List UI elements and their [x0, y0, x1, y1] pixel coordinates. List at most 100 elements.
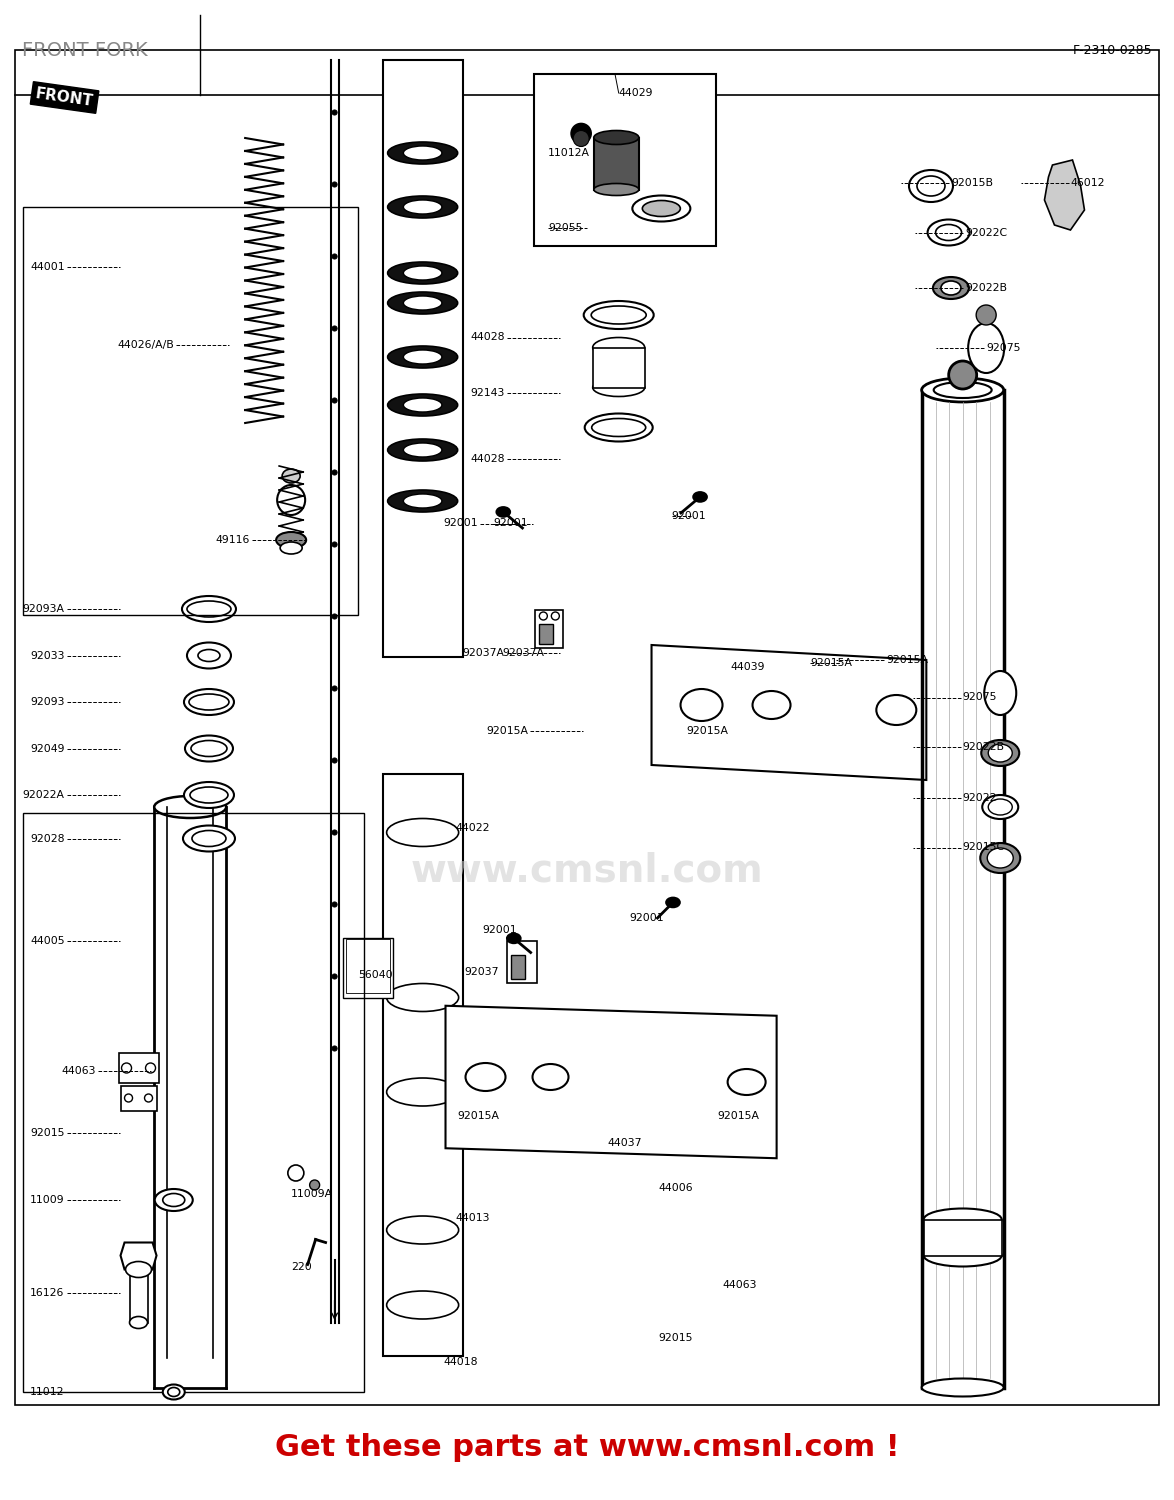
Ellipse shape	[666, 897, 680, 908]
Ellipse shape	[155, 1190, 193, 1210]
Bar	[511, 954, 525, 978]
Text: 92033: 92033	[31, 651, 65, 660]
Circle shape	[332, 398, 337, 404]
Circle shape	[122, 1064, 131, 1072]
Ellipse shape	[593, 338, 645, 357]
Ellipse shape	[191, 741, 227, 756]
Ellipse shape	[980, 843, 1020, 873]
Text: 92022: 92022	[963, 794, 997, 802]
Ellipse shape	[728, 1070, 765, 1095]
Text: 92143: 92143	[471, 388, 505, 398]
Text: 92022C: 92022C	[965, 228, 1007, 237]
Circle shape	[144, 1094, 153, 1102]
Text: FRONT FORK: FRONT FORK	[22, 40, 148, 60]
Ellipse shape	[387, 292, 458, 314]
Text: 44001: 44001	[31, 262, 65, 272]
Ellipse shape	[594, 183, 639, 195]
Circle shape	[288, 1166, 304, 1180]
Ellipse shape	[387, 346, 458, 368]
Ellipse shape	[404, 494, 441, 508]
Bar	[539, 624, 553, 644]
Text: 49116: 49116	[216, 536, 250, 544]
Ellipse shape	[190, 788, 228, 802]
Ellipse shape	[386, 1292, 459, 1318]
Text: 92001: 92001	[483, 926, 517, 934]
Text: 44006: 44006	[659, 1184, 693, 1192]
Circle shape	[332, 830, 337, 836]
Bar	[594, 138, 639, 189]
Text: www.cmsnl.com: www.cmsnl.com	[411, 850, 763, 889]
Ellipse shape	[922, 1378, 1004, 1396]
Text: 92093A: 92093A	[22, 604, 65, 613]
Ellipse shape	[969, 322, 1004, 374]
Ellipse shape	[168, 1388, 180, 1396]
Text: Get these parts at www.cmsnl.com !: Get these parts at www.cmsnl.com !	[275, 1432, 899, 1462]
Text: 92049: 92049	[31, 744, 65, 753]
Text: 11009A: 11009A	[291, 1190, 333, 1198]
Bar	[121, 1086, 156, 1112]
Text: 92075: 92075	[986, 344, 1020, 352]
Circle shape	[976, 304, 997, 326]
Circle shape	[332, 110, 337, 116]
Ellipse shape	[193, 831, 225, 846]
Bar	[119, 1053, 158, 1083]
Bar	[383, 60, 463, 657]
Ellipse shape	[276, 532, 306, 548]
Ellipse shape	[129, 1317, 148, 1329]
Text: 11009: 11009	[31, 1196, 65, 1204]
Polygon shape	[652, 645, 926, 780]
Bar	[924, 1220, 1001, 1256]
Text: 44029: 44029	[619, 88, 653, 98]
Circle shape	[571, 123, 592, 144]
Ellipse shape	[404, 350, 441, 364]
Ellipse shape	[386, 984, 459, 1011]
Text: 92001: 92001	[630, 914, 664, 922]
Ellipse shape	[387, 394, 458, 416]
Ellipse shape	[386, 1078, 459, 1106]
Text: 92015: 92015	[31, 1128, 65, 1137]
Ellipse shape	[198, 650, 220, 662]
Text: 92001: 92001	[672, 512, 706, 520]
Ellipse shape	[182, 596, 236, 622]
Text: 92015A: 92015A	[886, 656, 929, 664]
Ellipse shape	[281, 542, 302, 554]
Text: 92015B: 92015B	[951, 178, 993, 188]
Ellipse shape	[163, 1384, 184, 1400]
Text: 92015A: 92015A	[810, 658, 852, 668]
Text: 16126: 16126	[31, 1288, 65, 1298]
Bar	[23, 813, 364, 1392]
Text: 44005: 44005	[31, 936, 65, 945]
Text: 44028: 44028	[471, 333, 505, 342]
Ellipse shape	[404, 146, 441, 160]
Ellipse shape	[940, 280, 962, 296]
Text: 92055: 92055	[548, 224, 582, 232]
Ellipse shape	[989, 744, 1012, 762]
Circle shape	[332, 470, 337, 476]
Ellipse shape	[984, 670, 1017, 716]
Ellipse shape	[386, 819, 459, 846]
Ellipse shape	[933, 382, 992, 398]
Text: 44028: 44028	[471, 454, 505, 464]
Ellipse shape	[924, 1209, 1001, 1230]
Bar	[534, 74, 716, 246]
Circle shape	[332, 974, 337, 980]
Text: 92015C: 92015C	[963, 843, 1005, 852]
Circle shape	[332, 182, 337, 188]
Polygon shape	[1045, 160, 1085, 230]
Text: 92075: 92075	[963, 693, 997, 702]
Circle shape	[332, 902, 337, 908]
Text: 92015A: 92015A	[687, 726, 729, 735]
Ellipse shape	[497, 507, 511, 518]
Ellipse shape	[983, 795, 1018, 819]
Ellipse shape	[282, 470, 301, 483]
Text: 44022: 44022	[456, 824, 490, 833]
Text: 46012: 46012	[1071, 178, 1105, 188]
Text: 44063: 44063	[62, 1066, 96, 1076]
Circle shape	[146, 1064, 155, 1072]
Text: 92093: 92093	[31, 698, 65, 706]
Circle shape	[332, 1046, 337, 1052]
Ellipse shape	[693, 492, 707, 502]
Circle shape	[332, 254, 337, 260]
Circle shape	[949, 362, 977, 388]
Ellipse shape	[533, 1064, 568, 1090]
